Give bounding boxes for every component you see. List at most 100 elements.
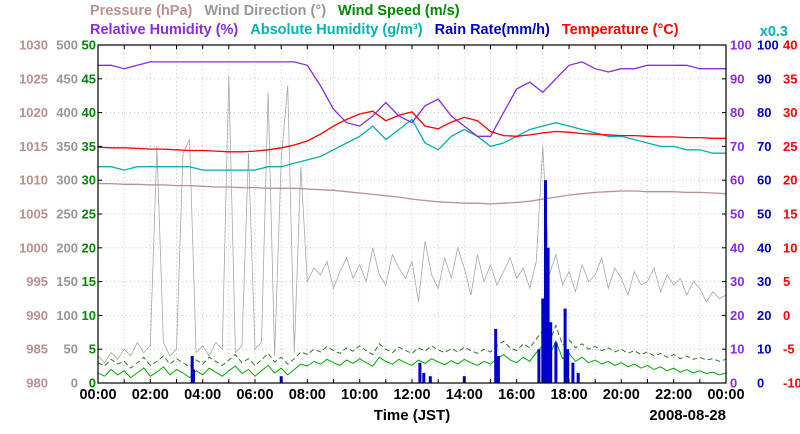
tick-label-pressure: 985 <box>26 342 48 357</box>
grid <box>98 45 726 383</box>
legend-absolute-humidity: Absolute Humidity (g/m³) <box>250 22 423 38</box>
series-pressure <box>98 182 727 205</box>
tick-label-rain: 0 <box>757 376 764 391</box>
legend-row-2: Relative Humidity (%) Absolute Humidity (… <box>90 22 679 38</box>
tick-label-wind_dir: 100 <box>56 308 78 323</box>
tick-label-rain: 90 <box>757 71 771 86</box>
tick-label-wind_dir: 400 <box>56 105 78 120</box>
tick-label-temp: 35 <box>783 71 797 86</box>
series-temperature <box>97 110 726 153</box>
tick-label-wind_speed: 20 <box>82 240 96 255</box>
tick-label-rain: 40 <box>757 240 771 255</box>
legend-pressure: Pressure (hPa) <box>90 3 193 19</box>
tick-label-temp: -5 <box>783 342 795 357</box>
tick-label-pressure: 1000 <box>19 240 48 255</box>
tick-label-wind_dir: 0 <box>71 376 78 391</box>
tick-label-temp: 25 <box>783 139 797 154</box>
tick-label-pressure: 1015 <box>19 139 48 154</box>
tick-label-pressure: 1025 <box>19 71 48 86</box>
tick-label-wind_speed: 40 <box>82 105 96 120</box>
tick-label-pressure: 995 <box>26 274 48 289</box>
legend-wind-direction: Wind Direction (°) <box>204 3 327 19</box>
time-tick-label: 14:00 <box>446 387 483 403</box>
tick-label-rh: 60 <box>730 173 744 188</box>
time-tick-label: 06:00 <box>236 387 273 403</box>
tick-label-wind_dir: 150 <box>56 274 78 289</box>
tick-label-wind_dir: 200 <box>56 240 78 255</box>
tick-marks <box>97 44 727 384</box>
tick-label-temp: 20 <box>783 173 797 188</box>
tick-label-rh: 100 <box>730 38 752 53</box>
date-label: 2008-08-28 <box>649 407 726 424</box>
tick-label-rh: 10 <box>730 342 744 357</box>
time-tick-label: 12:00 <box>393 387 430 403</box>
x-axis-title: Time (JST) <box>373 407 451 424</box>
tick-label-wind_speed: 15 <box>82 274 96 289</box>
tick-label-wind_dir: 350 <box>56 139 78 154</box>
legend-wind-speed: Wind Speed (m/s) <box>338 3 460 19</box>
legend-relative-humidity: Relative Humidity (%) <box>90 22 239 38</box>
tick-label-wind_speed: 45 <box>82 71 96 86</box>
tick-label-wind_dir: 250 <box>56 207 78 222</box>
tick-label-rain: 80 <box>757 105 771 120</box>
absolute-humidity-scale-note: x0.3 <box>759 24 788 40</box>
tick-label-rh: 20 <box>730 308 744 323</box>
tick-label-wind_speed: 0 <box>89 376 96 391</box>
time-tick-label: 00:00 <box>707 387 744 403</box>
tick-label-rain: 10 <box>757 342 771 357</box>
tick-label-rh: 90 <box>730 71 744 86</box>
tick-label-rain: 70 <box>757 139 771 154</box>
tick-label-pressure: 1010 <box>19 173 48 188</box>
tick-label-rain: 30 <box>757 274 771 289</box>
legend-rain-rate: Rain Rate(mm/h) <box>434 22 550 38</box>
series-wind-speed-gust <box>97 324 727 369</box>
tick-label-temp: 5 <box>783 274 790 289</box>
tick-label-wind_speed: 5 <box>89 342 96 357</box>
tick-label-pressure: 1020 <box>19 105 48 120</box>
tick-label-wind_dir: 300 <box>56 173 78 188</box>
tick-label-temp: 30 <box>783 105 797 120</box>
time-tick-label: 04:00 <box>184 387 221 403</box>
tick-label-rh: 80 <box>730 105 744 120</box>
time-tick-label: 16:00 <box>498 387 535 403</box>
tick-label-wind_dir: 500 <box>56 38 78 53</box>
time-tick-label: 18:00 <box>550 387 587 403</box>
tick-label-wind_speed: 25 <box>82 207 96 222</box>
tick-label-wind_speed: 50 <box>82 38 96 53</box>
time-tick-label: 22:00 <box>655 387 692 403</box>
tick-label-rh: 70 <box>730 139 744 154</box>
tick-label-pressure: 980 <box>26 376 48 391</box>
tick-label-rain: 50 <box>757 207 771 222</box>
series-wind-speed-avg <box>97 339 727 379</box>
tick-label-rh: 40 <box>730 240 744 255</box>
tick-label-pressure: 990 <box>26 308 48 323</box>
time-tick-label: 08:00 <box>289 387 326 403</box>
tick-label-pressure: 1005 <box>19 207 48 222</box>
tick-label-pressure: 1030 <box>19 38 48 53</box>
tick-label-wind_speed: 10 <box>82 308 96 323</box>
tick-label-wind_speed: 30 <box>82 173 96 188</box>
time-tick-label: 10:00 <box>341 387 378 403</box>
time-tick-label: 20:00 <box>603 387 640 403</box>
tick-label-rain: 60 <box>757 173 771 188</box>
series-wind-direction <box>97 75 727 364</box>
tick-label-wind_dir: 450 <box>56 71 78 86</box>
tick-label-wind_speed: 35 <box>82 139 96 154</box>
axis-tick-labels: 9809859909951000100510101015102010251030… <box>19 38 800 404</box>
time-tick-label: 02:00 <box>132 387 169 403</box>
series-absolute-humidity <box>98 118 726 171</box>
tick-label-temp: 15 <box>783 207 797 222</box>
series-relative-humidity <box>98 61 726 137</box>
tick-label-rh: 0 <box>730 376 737 391</box>
tick-label-rain: 20 <box>757 308 771 323</box>
series-rain-rate <box>190 180 580 383</box>
tick-label-wind_dir: 50 <box>64 342 78 357</box>
series <box>97 61 727 383</box>
legend-temperature: Temperature (°C) <box>561 22 679 38</box>
tick-label-rain: 100 <box>757 38 779 53</box>
time-tick-label: 00:00 <box>79 387 116 403</box>
tick-label-rh: 30 <box>730 274 744 289</box>
tick-label-rh: 50 <box>730 207 744 222</box>
